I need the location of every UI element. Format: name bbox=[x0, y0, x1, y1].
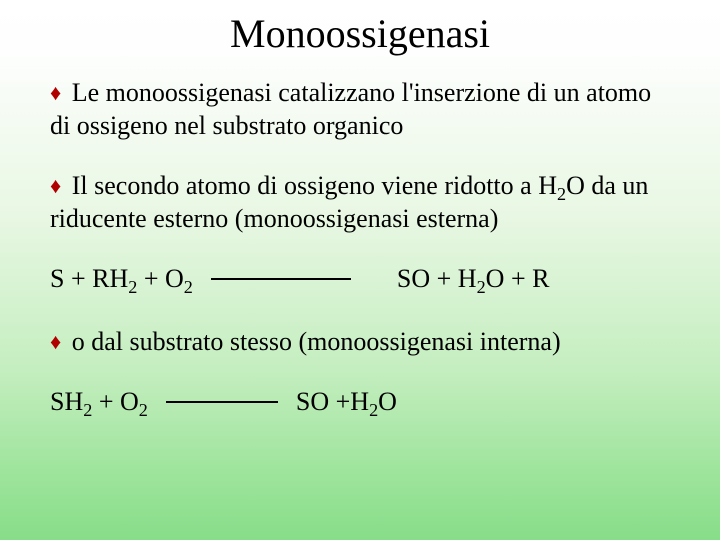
diamond-icon: ♦ bbox=[50, 328, 61, 356]
page-title: Monoossigenasi bbox=[0, 0, 720, 77]
bullet-1: ♦ Le monoossigenasi catalizzano l'inserz… bbox=[50, 77, 670, 142]
eq1-ra: SO + H bbox=[397, 264, 477, 293]
bullet-3: ♦ o dal substrato stesso (monoossigenasi… bbox=[50, 326, 670, 359]
equation-2-right: SO +H2O bbox=[296, 386, 397, 419]
equation-1-left: S + RH2 + O2 bbox=[50, 263, 193, 296]
arrow-icon bbox=[166, 401, 278, 403]
eq2-ra: SO +H bbox=[296, 387, 369, 416]
diamond-icon: ♦ bbox=[50, 79, 61, 107]
equation-2: SH2 + O2 SO +H2O bbox=[50, 386, 670, 419]
diamond-icon: ♦ bbox=[50, 172, 61, 200]
bullet-2-sub: 2 bbox=[557, 184, 566, 204]
arrow-icon bbox=[211, 278, 351, 280]
bullet-2: ♦ Il secondo atomo di ossigeno viene rid… bbox=[50, 170, 670, 235]
eq2-lbsub: 2 bbox=[139, 400, 148, 420]
eq2-la: SH bbox=[50, 387, 83, 416]
equation-2-left: SH2 + O2 bbox=[50, 386, 148, 419]
bullet-2-text-pre: Il secondo atomo di ossigeno viene ridot… bbox=[72, 171, 557, 200]
eq1-la: S + RH bbox=[50, 264, 128, 293]
eq2-lasub: 2 bbox=[83, 400, 92, 420]
eq2-lb: + O bbox=[92, 387, 138, 416]
eq1-lbsub: 2 bbox=[184, 277, 193, 297]
bullet-3-text: o dal substrato stesso (monoossigenasi i… bbox=[72, 327, 561, 356]
equation-1-right: SO + H2O + R bbox=[397, 263, 550, 296]
eq1-lb: + O bbox=[137, 264, 183, 293]
eq1-lasub: 2 bbox=[128, 277, 137, 297]
content-area: ♦ Le monoossigenasi catalizzano l'inserz… bbox=[0, 77, 720, 419]
eq1-rb: O + R bbox=[486, 264, 550, 293]
equation-1: S + RH2 + O2 SO + H2O + R bbox=[50, 263, 670, 296]
eq2-rasub: 2 bbox=[369, 400, 378, 420]
eq1-rasub: 2 bbox=[477, 277, 486, 297]
bullet-1-text: Le monoossigenasi catalizzano l'inserzio… bbox=[50, 78, 651, 140]
eq2-rb: O bbox=[378, 387, 397, 416]
